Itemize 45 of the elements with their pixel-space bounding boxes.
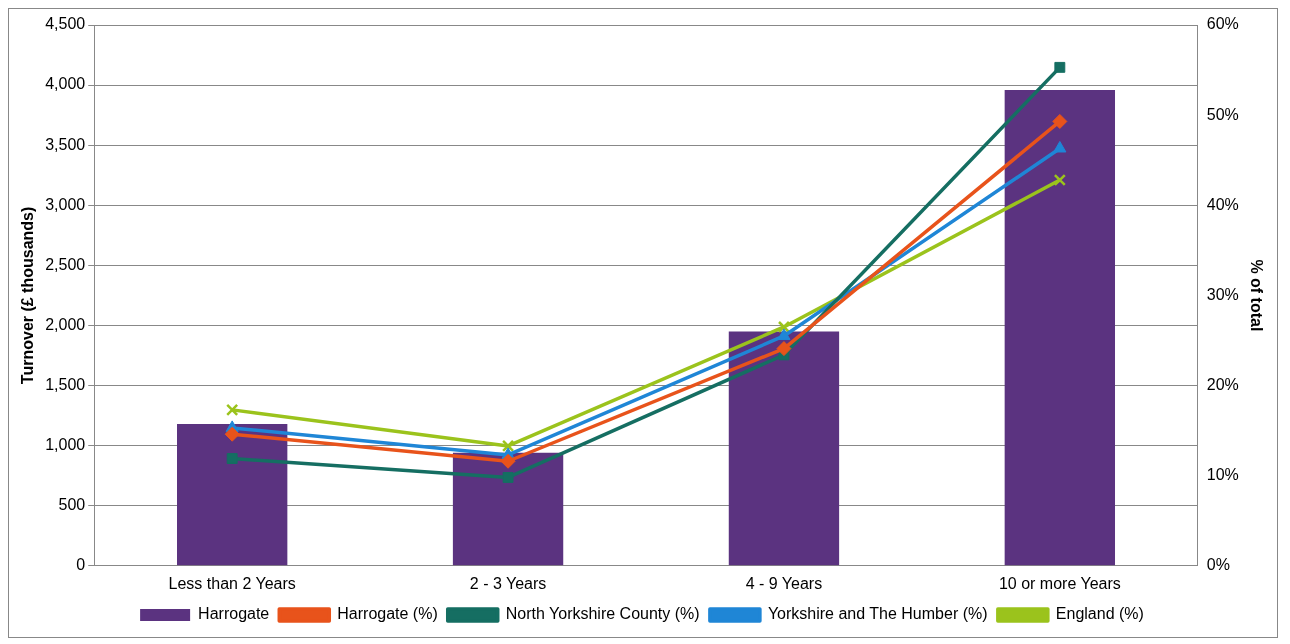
y-tick-label: 3,000 — [45, 195, 86, 213]
point — [225, 403, 239, 417]
y2-tick-label: 0% — [1206, 556, 1230, 574]
y2-tick-label: 60% — [1206, 15, 1239, 33]
y-tick-label: 2,000 — [45, 315, 86, 333]
y-tick-label: 1,000 — [45, 436, 86, 454]
legend-label: Yorkshire and The Humber (%) — [767, 605, 988, 623]
y2-tick-label: 30% — [1206, 285, 1239, 303]
y-tick-label: 500 — [58, 496, 86, 514]
legend-label: England (%) — [1055, 605, 1144, 623]
point — [224, 426, 240, 442]
point — [500, 453, 516, 469]
y2-tick-label: 40% — [1206, 195, 1239, 213]
legend-label: North Yorkshire County (%) — [505, 605, 700, 623]
y2-tick-label: 50% — [1206, 105, 1239, 123]
x-tick-label: 10 or more Years — [998, 574, 1121, 592]
point — [1053, 173, 1067, 187]
point — [1054, 61, 1066, 73]
y-tick-label: 4,000 — [45, 75, 86, 93]
y-tick-label: 3,500 — [45, 135, 86, 153]
y-tick-label: 1,500 — [45, 375, 86, 393]
y-tick-label: 2,500 — [45, 255, 86, 273]
legend-label: Harrogate — [198, 605, 270, 623]
y-tick-label: 4,500 — [45, 15, 86, 33]
legend-label: Harrogate (%) — [337, 605, 438, 623]
y2-tick-label: 20% — [1206, 375, 1239, 393]
bar — [1004, 89, 1116, 566]
point — [776, 341, 792, 357]
point — [777, 320, 791, 334]
x-tick-label: 2 - 3 Years — [469, 574, 547, 592]
x-tick-label: Less than 2 Years — [168, 574, 296, 592]
point — [502, 472, 514, 483]
y2-tick-label: 10% — [1206, 466, 1239, 484]
point — [226, 453, 238, 464]
bar — [452, 452, 564, 566]
point — [1052, 113, 1068, 129]
point — [501, 439, 515, 453]
point — [777, 328, 791, 340]
y-tick-label: 0 — [76, 556, 86, 574]
y-axis-title: Turnover (£ thousands) — [19, 206, 37, 385]
bar — [177, 423, 288, 566]
point — [1053, 140, 1067, 153]
bar — [728, 331, 840, 566]
y2-axis-title: % of total — [1247, 259, 1265, 332]
x-tick-label: 4 - 9 Years — [745, 574, 823, 592]
